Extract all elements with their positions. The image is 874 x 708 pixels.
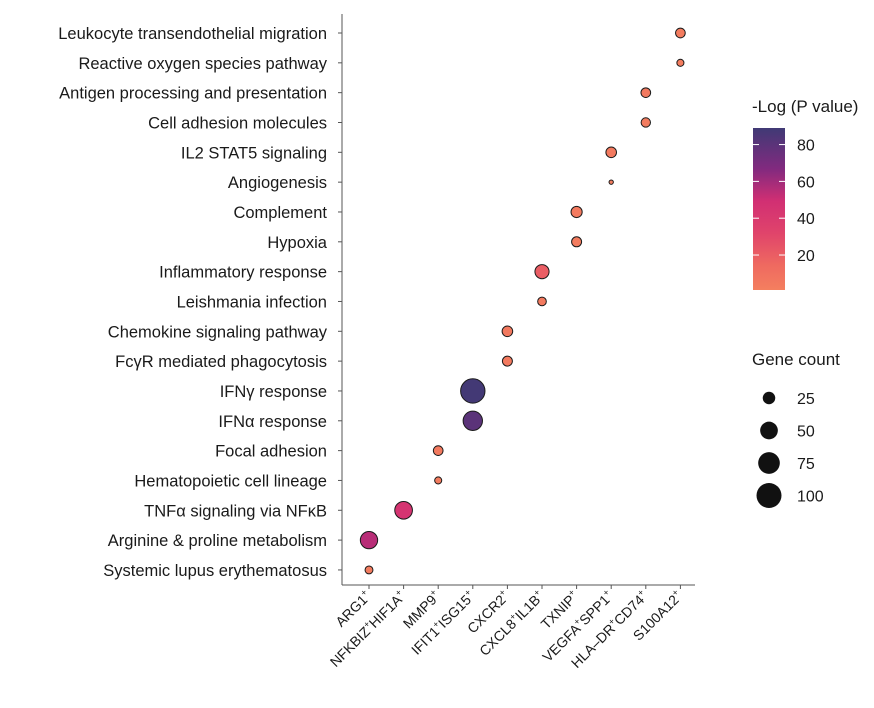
color-tick-label-80: 80	[797, 138, 815, 155]
dot-systemic-lupus-erythematosus-arg1	[364, 565, 374, 575]
y-label-tnf-signaling-via-nf-b: TNFα signaling via NFκB	[144, 502, 327, 520]
dot-antigen-processing-and-presentation-hla-dr-cd74	[640, 87, 652, 99]
dot-cell-adhesion-molecules-hla-dr-cd74	[640, 117, 651, 128]
dot-focal-adhesion-mmp9	[432, 445, 444, 456]
size-legend-dot-75	[758, 452, 780, 474]
size-legend-dot-25	[762, 391, 776, 405]
color-legend-ticks: 20 40 60 80	[753, 138, 815, 265]
y-label-hypoxia: Hypoxia	[267, 234, 327, 252]
color-legend: -Log (P value) 20 40 60 80	[752, 97, 858, 290]
y-label-focal-adhesion: Focal adhesion	[215, 443, 327, 461]
y-label-complement: Complement	[233, 204, 327, 222]
color-tick-label-40: 40	[797, 211, 815, 228]
x-axis-tick-labels: ARG1+ ​NFKBIZ+ ​HIF1A+ ​MMP9+ ​IFIT1+ ​ISG15+…	[326, 587, 684, 671]
color-tick-label-20: 20	[797, 248, 815, 265]
data-points	[359, 27, 686, 575]
dot-complement-txnip	[570, 205, 583, 219]
y-label-il2-stat5-signaling: IL2 STAT5 signaling	[181, 144, 327, 162]
y-label-angiogenesis: Angiogenesis	[228, 174, 327, 192]
size-legend: Gene count 25 50 75 100	[752, 350, 840, 508]
y-label-leishmania-infection: Leishmania infection	[177, 293, 327, 311]
x-axis-ticks	[368, 585, 681, 589]
y-label-chemokine-signaling-pathway: Chemokine signaling pathway	[108, 323, 328, 341]
y-label-leukocyte-transendothelial-migration: Leukocyte transendothelial migration	[58, 25, 327, 43]
size-legend-dot-50	[760, 421, 778, 440]
size-legend-label-25: 25	[797, 391, 815, 408]
y-label-fc-r-mediated-phagocytosis: FcγR mediated phagocytosis	[115, 353, 327, 371]
size-legend-label-100: 100	[797, 489, 824, 506]
y-label-ifn-response: IFNγ response	[220, 383, 327, 401]
y-label-arginine-proline-metabolism: Arginine & proline metabolism	[108, 532, 327, 550]
color-tick-label-60: 60	[797, 174, 815, 191]
size-legend-dot-100	[756, 483, 782, 508]
dot-chemokine-signaling-pathway-cxcr2	[501, 325, 514, 338]
dot-leukocyte-transendothelial-migration-s100a12	[675, 27, 686, 39]
color-legend-bar	[753, 128, 785, 290]
dot-hematopoietic-cell-lineage-mmp9	[434, 476, 443, 485]
dot-il2-stat5-signaling-vegfa-spp1	[605, 146, 618, 159]
dot-inflammatory-response-cxcl8-il1b	[534, 264, 550, 280]
y-label-systemic-lupus-erythematosus: Systemic lupus erythematosus	[103, 562, 327, 580]
size-legend-label-50: 50	[797, 424, 815, 441]
y-label-ifn-response: IFNα response	[218, 413, 327, 431]
size-legend-label-75: 75	[797, 456, 815, 473]
dot-reactive-oxygen-species-pathway-s100a12	[676, 58, 685, 67]
y-label-hematopoietic-cell-lineage: Hematopoietic cell lineage	[134, 472, 327, 490]
size-legend-title: Gene count	[752, 350, 840, 369]
dot-ifn-response-ifit1-isg15	[460, 378, 486, 404]
dot-tnf-signaling-via-nf-b-nfkbiz-hif1a	[394, 500, 413, 520]
y-label-antigen-processing-and-presentation: Antigen processing and presentation	[59, 85, 327, 103]
x-label-nfkbiz-hif1a: NFKBIZ+ ​HIF1A+ ​	[326, 587, 409, 670]
dot-leishmania-infection-cxcl8-il1b	[537, 296, 547, 307]
dot-ifn-response-ifit1-isg15	[462, 410, 483, 431]
y-label-cell-adhesion-molecules: Cell adhesion molecules	[148, 114, 327, 132]
y-axis-ticks	[338, 32, 342, 571]
y-label-inflammatory-response: Inflammatory response	[159, 264, 327, 282]
dot-arginine-proline-metabolism-arg1	[359, 530, 379, 550]
plot-axes	[341, 14, 695, 586]
color-legend-title: -Log (P value)	[752, 97, 858, 116]
y-label-reactive-oxygen-species-pathway: Reactive oxygen species pathway	[78, 55, 327, 73]
dot-angiogenesis-vegfa-spp1	[608, 179, 614, 185]
y-axis-tick-labels: Leukocyte transendothelial migration Reac…	[58, 25, 328, 580]
dot-hypoxia-txnip	[571, 236, 583, 248]
size-legend-items: 25 50 75 100	[756, 391, 824, 508]
dot-fc-r-mediated-phagocytosis-cxcr2	[501, 355, 513, 367]
